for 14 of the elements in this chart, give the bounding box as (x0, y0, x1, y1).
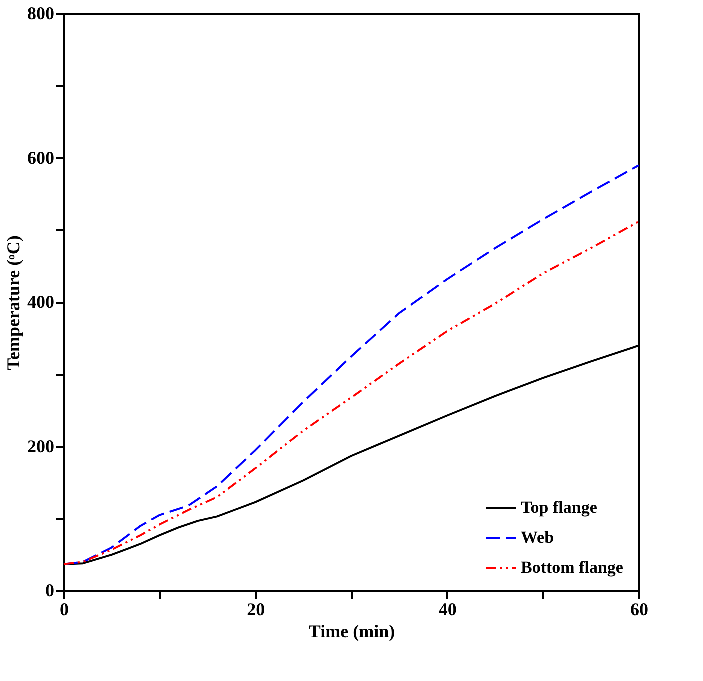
y-tick-label: 200 (28, 436, 54, 456)
legend-label: Bottom flange (521, 558, 624, 577)
legend-label: Top flange (521, 498, 598, 517)
x-tick-label: 40 (438, 600, 457, 620)
legend-label: Web (521, 528, 554, 547)
y-tick-label: 800 (28, 4, 54, 24)
y-tick-label: 400 (28, 292, 54, 312)
y-axis-title: Temperature (ᵒC) (4, 236, 24, 370)
x-tick-label: 60 (630, 600, 648, 620)
y-tick-label: 600 (28, 148, 54, 168)
x-tick-label: 20 (247, 600, 266, 620)
y-tick-label: 0 (46, 580, 54, 600)
x-axis-title: Time (min) (308, 622, 396, 642)
x-tick-label: 0 (60, 600, 69, 620)
